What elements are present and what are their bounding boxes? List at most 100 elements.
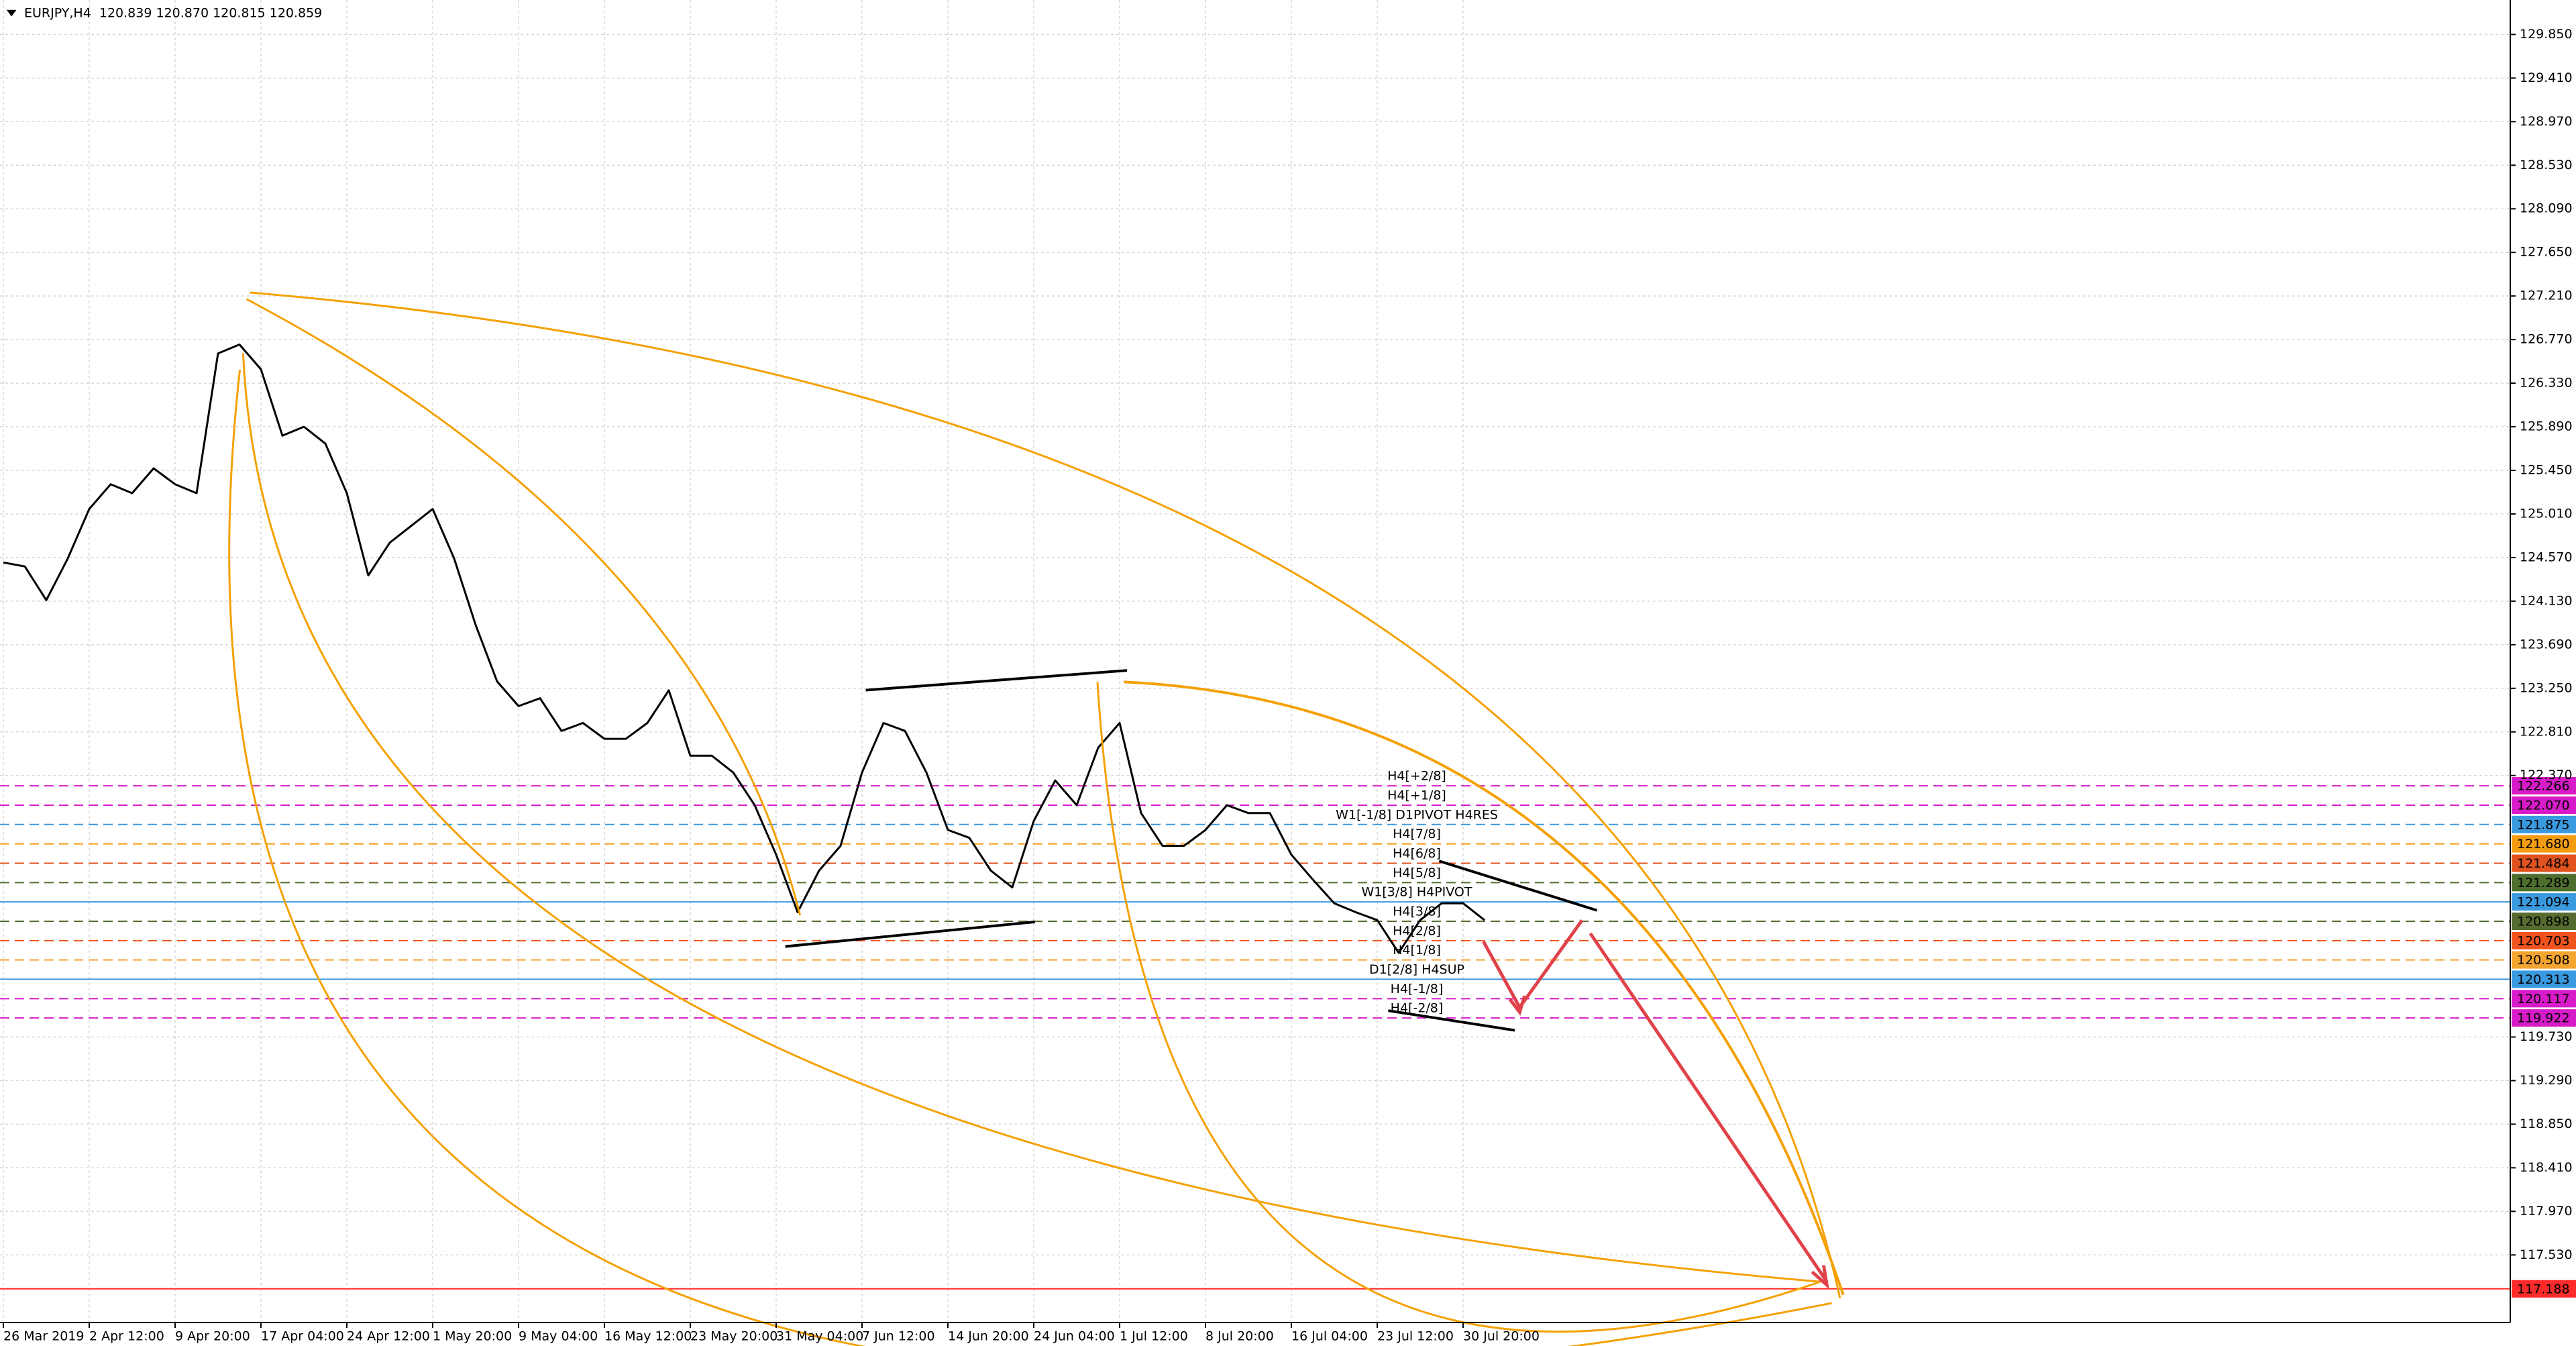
y-tick-label: 123.690: [2520, 637, 2573, 652]
trend-line: [785, 920, 1036, 948]
y-tick-label: 126.770: [2520, 332, 2573, 347]
x-tick-label: 24 Apr 12:00: [347, 1329, 430, 1344]
x-tick-label: 23 Jul 12:00: [1377, 1329, 1454, 1344]
level-label: H4[+2/8]: [1387, 769, 1446, 784]
arc: [250, 291, 1841, 1299]
price-tag: [2512, 990, 2576, 1008]
x-tick-label: 23 May 20:00: [690, 1329, 777, 1344]
price-tag-label: 120.117: [2517, 992, 2570, 1006]
y-tick-label: 125.450: [2520, 462, 2573, 477]
price-tag-label: 121.289: [2517, 876, 2570, 890]
price-tag-label: 120.313: [2517, 972, 2570, 987]
axis-labels: 129.850 129.410 128.970 128.530 128.090 127.6…: [3, 27, 2573, 1344]
price-tag: [2512, 893, 2576, 911]
price-tag: [2512, 931, 2576, 949]
forecast-arrow: [1589, 932, 1829, 1283]
y-tick-label: 128.530: [2520, 158, 2573, 172]
price-tag-label: 120.508: [2517, 953, 2570, 968]
y-tick-label: 117.530: [2520, 1247, 2573, 1262]
level-label: H4[7/8]: [1393, 827, 1441, 841]
level-label: D1[2/8] H4SUP: [1369, 962, 1464, 977]
y-tick-label: 127.210: [2520, 289, 2573, 303]
price-tag-label: 121.680: [2517, 837, 2570, 851]
y-tick-label: 126.330: [2520, 376, 2573, 391]
x-tick-label: 9 Apr 20:00: [175, 1329, 250, 1344]
arc: [1096, 682, 1821, 1333]
price-tag: [2512, 874, 2576, 892]
y-tick-label: 128.090: [2520, 201, 2573, 216]
price-tag: [2512, 970, 2576, 988]
level-label: W1[-1/8] D1PIVOT H4RES: [1336, 807, 1498, 822]
price-tag: [2512, 835, 2576, 853]
level-label: H4[+1/8]: [1387, 788, 1446, 803]
price-tag: [2512, 1009, 2576, 1027]
grid: [0, 0, 2510, 1323]
trend-line: [1438, 860, 1598, 912]
price: [3, 344, 1485, 954]
level-label: H4[3/8]: [1393, 904, 1441, 919]
price-tag: [2512, 815, 2576, 833]
x-tick-label: 17 Apr 04:00: [261, 1329, 344, 1344]
price-tag-label: 122.070: [2517, 798, 2570, 813]
menu-triangle: [6, 9, 17, 17]
price-tag-label: 119.922: [2517, 1011, 2570, 1026]
y-tick-label: 129.410: [2520, 70, 2573, 85]
y-tick-label: 122.810: [2520, 724, 2573, 739]
arc: [241, 353, 1821, 1283]
y-tick-label: 125.890: [2520, 419, 2573, 434]
x-tick-label: 30 Jul 20:00: [1463, 1329, 1540, 1344]
level-label: H4[1/8]: [1393, 943, 1441, 957]
price-tag-label: 121.484: [2517, 856, 2570, 871]
arc: [228, 369, 1832, 1346]
x-tick-label: 16 May 12:00: [604, 1329, 692, 1344]
x-tick-label: 24 Jun 04:00: [1034, 1329, 1115, 1344]
arc: [1124, 680, 1845, 1296]
y-tick-label: 127.650: [2520, 245, 2573, 260]
chart-title: EURJPY,H4 120.839 120.870 120.815 120.85…: [24, 6, 322, 21]
levels: 122.266 H4[+2/8] 122.070 H4[+1/8] 121.875 W1[…: [0, 769, 2576, 1298]
y-tick-label: 129.850: [2520, 27, 2573, 42]
price-tag: [2512, 951, 2576, 969]
price-tag-label: 121.875: [2517, 817, 2570, 832]
arrow-head: [1508, 995, 1527, 1016]
y-tick-label: 118.410: [2520, 1160, 2573, 1175]
y-tick-label: 122.370: [2520, 768, 2573, 782]
price-tag: [2512, 777, 2576, 795]
y-tick-label: 123.250: [2520, 680, 2573, 695]
price-tag-label: 122.266: [2517, 779, 2570, 794]
y-tick-label: 125.010: [2520, 506, 2573, 521]
y-tick-label: 118.850: [2520, 1117, 2573, 1131]
price-tag: [2512, 1280, 2576, 1298]
x-tick-label: 1 Jul 12:00: [1120, 1329, 1188, 1344]
y-tick-label: 119.290: [2520, 1073, 2573, 1088]
x-tick-label: 16 Jul 04:00: [1291, 1329, 1368, 1344]
x-tick-label: 7 Jun 12:00: [862, 1329, 935, 1344]
y-tick-label: 119.730: [2520, 1029, 2573, 1044]
level-label: H4[-1/8]: [1391, 982, 1444, 996]
level-label: W1[3/8] H4PIVOT: [1362, 885, 1472, 900]
arrow-head: [1811, 1265, 1829, 1290]
price-tag: [2512, 796, 2576, 815]
price-tag-label: 120.703: [2517, 933, 2570, 948]
level-label: H4[6/8]: [1393, 846, 1441, 861]
x-tick-label: 1 May 20:00: [433, 1329, 512, 1344]
price-tag: [2512, 854, 2576, 872]
x-tick-label: 2 Apr 12:00: [89, 1329, 164, 1344]
arc: [246, 298, 802, 916]
trend-line: [865, 669, 1128, 692]
annotations: [6, 9, 1845, 1346]
x-tick-label: 31 May 04:00: [776, 1329, 863, 1344]
price-tag: [2512, 913, 2576, 931]
x-tick-label: 8 Jul 20:00: [1205, 1329, 1274, 1344]
y-tick-label: 128.970: [2520, 114, 2573, 129]
x-tick-label: 9 May 04:00: [519, 1329, 598, 1344]
level-label: H4[2/8]: [1393, 923, 1441, 938]
price-tag-label: 117.188: [2517, 1282, 2570, 1296]
x-tick-label: 14 Jun 20:00: [948, 1329, 1029, 1344]
level-label: H4[5/8]: [1393, 866, 1441, 880]
price-line: [3, 344, 1485, 954]
y-tick-label: 117.970: [2520, 1204, 2573, 1219]
